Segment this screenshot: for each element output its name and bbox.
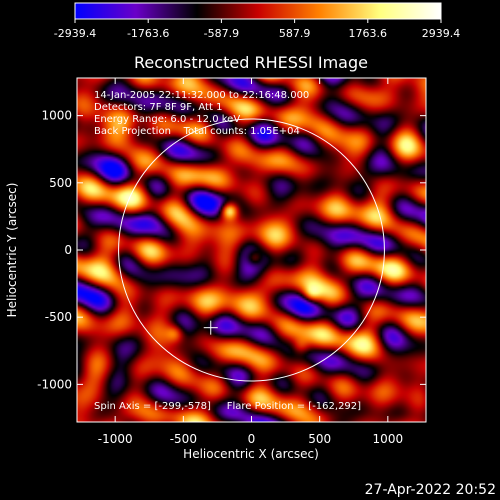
colorbar-tick-label: 1763.6 (349, 27, 388, 40)
x-tick-label: 0 (248, 432, 256, 446)
colorbar-tick-label: 587.9 (279, 27, 311, 40)
y-tick-label: -1000 (37, 377, 72, 391)
timestamp: 27-Apr-2022 20:52 (364, 482, 496, 498)
annotation-energy-range: Energy Range: 6.0 - 12.0 keV (94, 114, 240, 125)
solar-limb-circle (118, 118, 385, 382)
spin-axis-marker (203, 320, 218, 335)
colorbar-tick-label: -2939.4 (54, 27, 96, 40)
solar-limb (118, 118, 385, 382)
annotation-detectors: Detectors: 7F 8F 9F, Att 1 (94, 102, 222, 113)
x-tick-label: 1000 (373, 432, 404, 446)
colorbar-ticks: -2939.4 -1763.6 -587.9 587.9 1763.6 2939.4 (54, 19, 460, 40)
x-tick-label: -500 (170, 432, 197, 446)
heatmap-image (77, 78, 426, 422)
y-tick-label: 500 (49, 176, 72, 190)
colorbar-tick-label: -587.9 (204, 27, 239, 40)
colorbar-tick-label: 2939.4 (422, 27, 461, 40)
axis-ticks: -1000 -500 0 500 1000 -1000 -500 0 500 1000 (37, 78, 426, 446)
annotation-method-counts: Back Projection Total counts: 1.05E+04 (94, 126, 300, 137)
x-tick-label: 500 (308, 432, 331, 446)
annotation-spin-flare: Spin Axis = [-299,-578] Flare Position =… (94, 401, 361, 412)
colorbar (74, 2, 442, 20)
x-axis-label: Heliocentric X (arcsec) (183, 447, 319, 461)
y-tick-label: -500 (45, 310, 72, 324)
y-axis-label: Heliocentric Y (arcsec) (5, 183, 19, 318)
chart-title: Reconstructed RHESSI Image (134, 53, 368, 72)
annotation-time-range: 14-Jan-2005 22:11:32.000 to 22:16:48.000 (94, 90, 309, 101)
colorbar-tick-label: -1763.6 (127, 27, 169, 40)
x-tick-label: -1000 (98, 432, 133, 446)
y-tick-label: 0 (64, 243, 72, 257)
y-tick-label: 1000 (41, 109, 72, 123)
